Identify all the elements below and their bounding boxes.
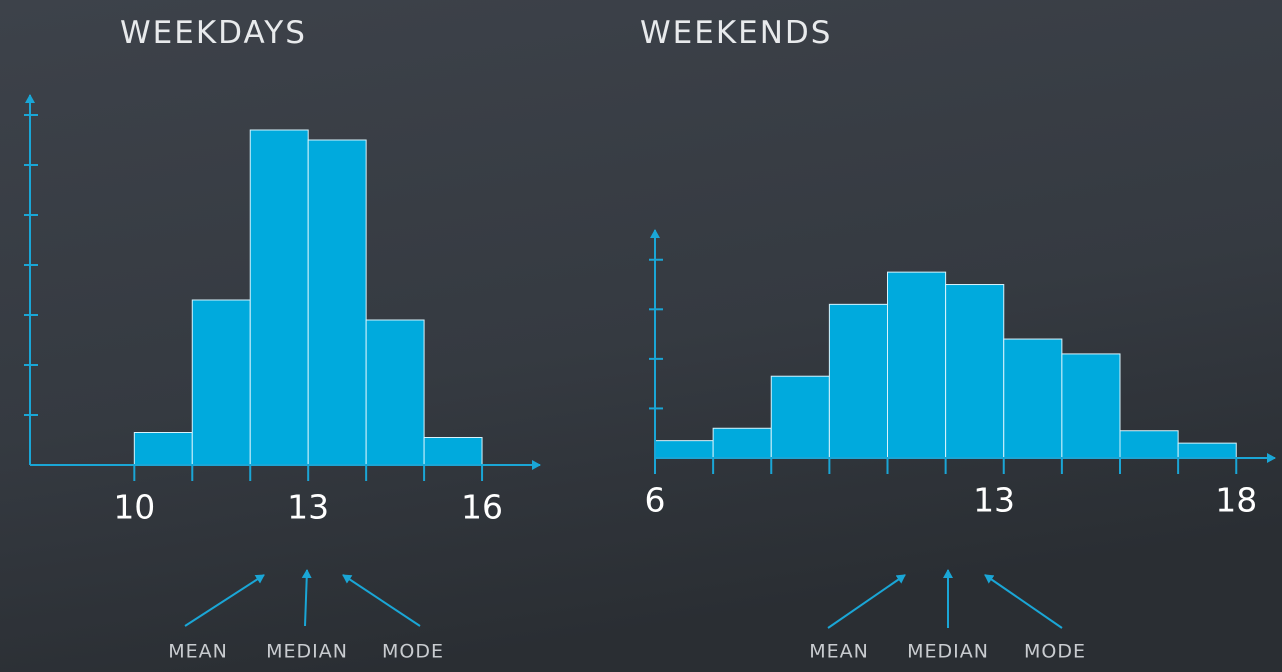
bar xyxy=(191,299,251,466)
bar xyxy=(365,319,425,466)
annotation: MEDIAN xyxy=(907,641,989,663)
arrow xyxy=(984,574,1063,629)
chart-title: WEEKDAYS xyxy=(120,15,307,51)
annotation: MEAN xyxy=(809,641,869,663)
bar xyxy=(1061,353,1121,459)
arrow xyxy=(342,574,421,627)
bar xyxy=(133,432,193,466)
bar xyxy=(887,271,947,459)
bar xyxy=(249,129,309,466)
annotation: MODE xyxy=(382,641,444,663)
x-tick-label: 6 xyxy=(645,481,666,520)
chart-title: WEEKENDS xyxy=(640,15,832,51)
x-tick-label: 16 xyxy=(461,488,503,527)
bar xyxy=(770,375,830,459)
bar xyxy=(423,437,483,466)
annotation: MEAN xyxy=(168,641,228,663)
arrow xyxy=(301,569,312,627)
x-tick-label: 13 xyxy=(287,488,329,527)
bar xyxy=(1003,338,1063,459)
bar xyxy=(1119,430,1179,459)
bar xyxy=(712,427,772,459)
x-tick-label: 10 xyxy=(113,488,155,527)
annotation: MEDIAN xyxy=(266,641,348,663)
arrow xyxy=(184,574,265,627)
bar xyxy=(654,440,714,459)
annotation: MODE xyxy=(1024,641,1086,663)
x-tick-label: 13 xyxy=(973,481,1015,520)
x-tick-label: 18 xyxy=(1215,481,1257,520)
bar xyxy=(1177,442,1237,459)
bar xyxy=(307,139,367,466)
arrow xyxy=(827,574,906,629)
bar xyxy=(945,284,1005,459)
bar xyxy=(828,303,888,459)
